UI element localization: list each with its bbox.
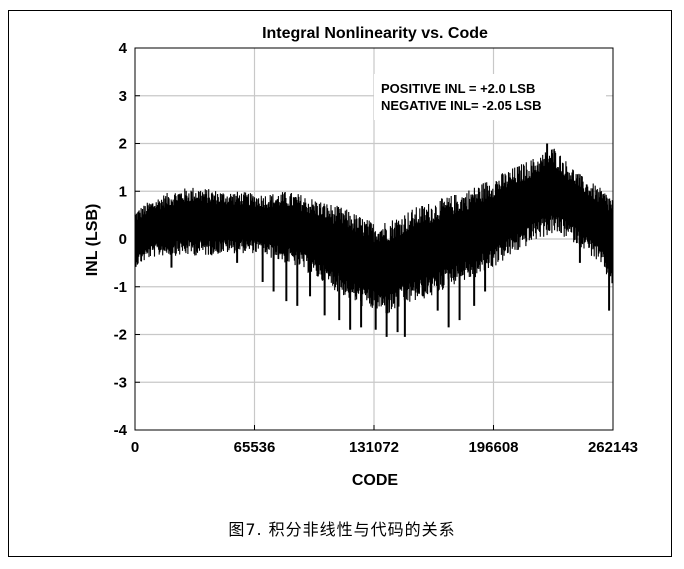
y-tick-label: -1 (114, 279, 127, 296)
x-axis-label: CODE (352, 472, 399, 489)
x-tick-label: 262143 (588, 439, 638, 456)
x-tick-label: 131072 (349, 439, 399, 456)
x-tick-label: 65536 (234, 439, 276, 456)
inl-trace (134, 143, 614, 337)
x-tick-label: 196608 (468, 439, 518, 456)
y-axis-label: INL (LSB) (84, 204, 101, 277)
annotation-background (374, 74, 606, 120)
y-tick-label: 3 (119, 88, 127, 105)
annotation-negative-inl: NEGATIVE INL= -2.05 LSB (381, 98, 542, 113)
y-tick-label: -2 (114, 327, 127, 344)
y-tick-label: 1 (119, 183, 127, 200)
x-tick-label: 0 (131, 439, 139, 456)
chart-title: Integral Nonlinearity vs. Code (262, 25, 488, 42)
y-tick-label: 0 (119, 231, 127, 248)
y-tick-labels: 4 3 2 1 0 -1 -2 -3 -4 (114, 40, 140, 439)
y-tick-label: 2 (119, 136, 127, 153)
annotation-positive-inl: POSITIVE INL = +2.0 LSB (381, 81, 535, 96)
figure-caption: 图7. 积分非线性与代码的关系 (228, 520, 456, 539)
y-tick-label: -4 (114, 422, 128, 439)
x-tick-labels: 0 65536 131072 196608 262143 (131, 425, 638, 456)
inl-series-line (134, 148, 614, 314)
y-tick-label: -3 (114, 374, 127, 391)
y-tick-label: 4 (119, 40, 128, 57)
